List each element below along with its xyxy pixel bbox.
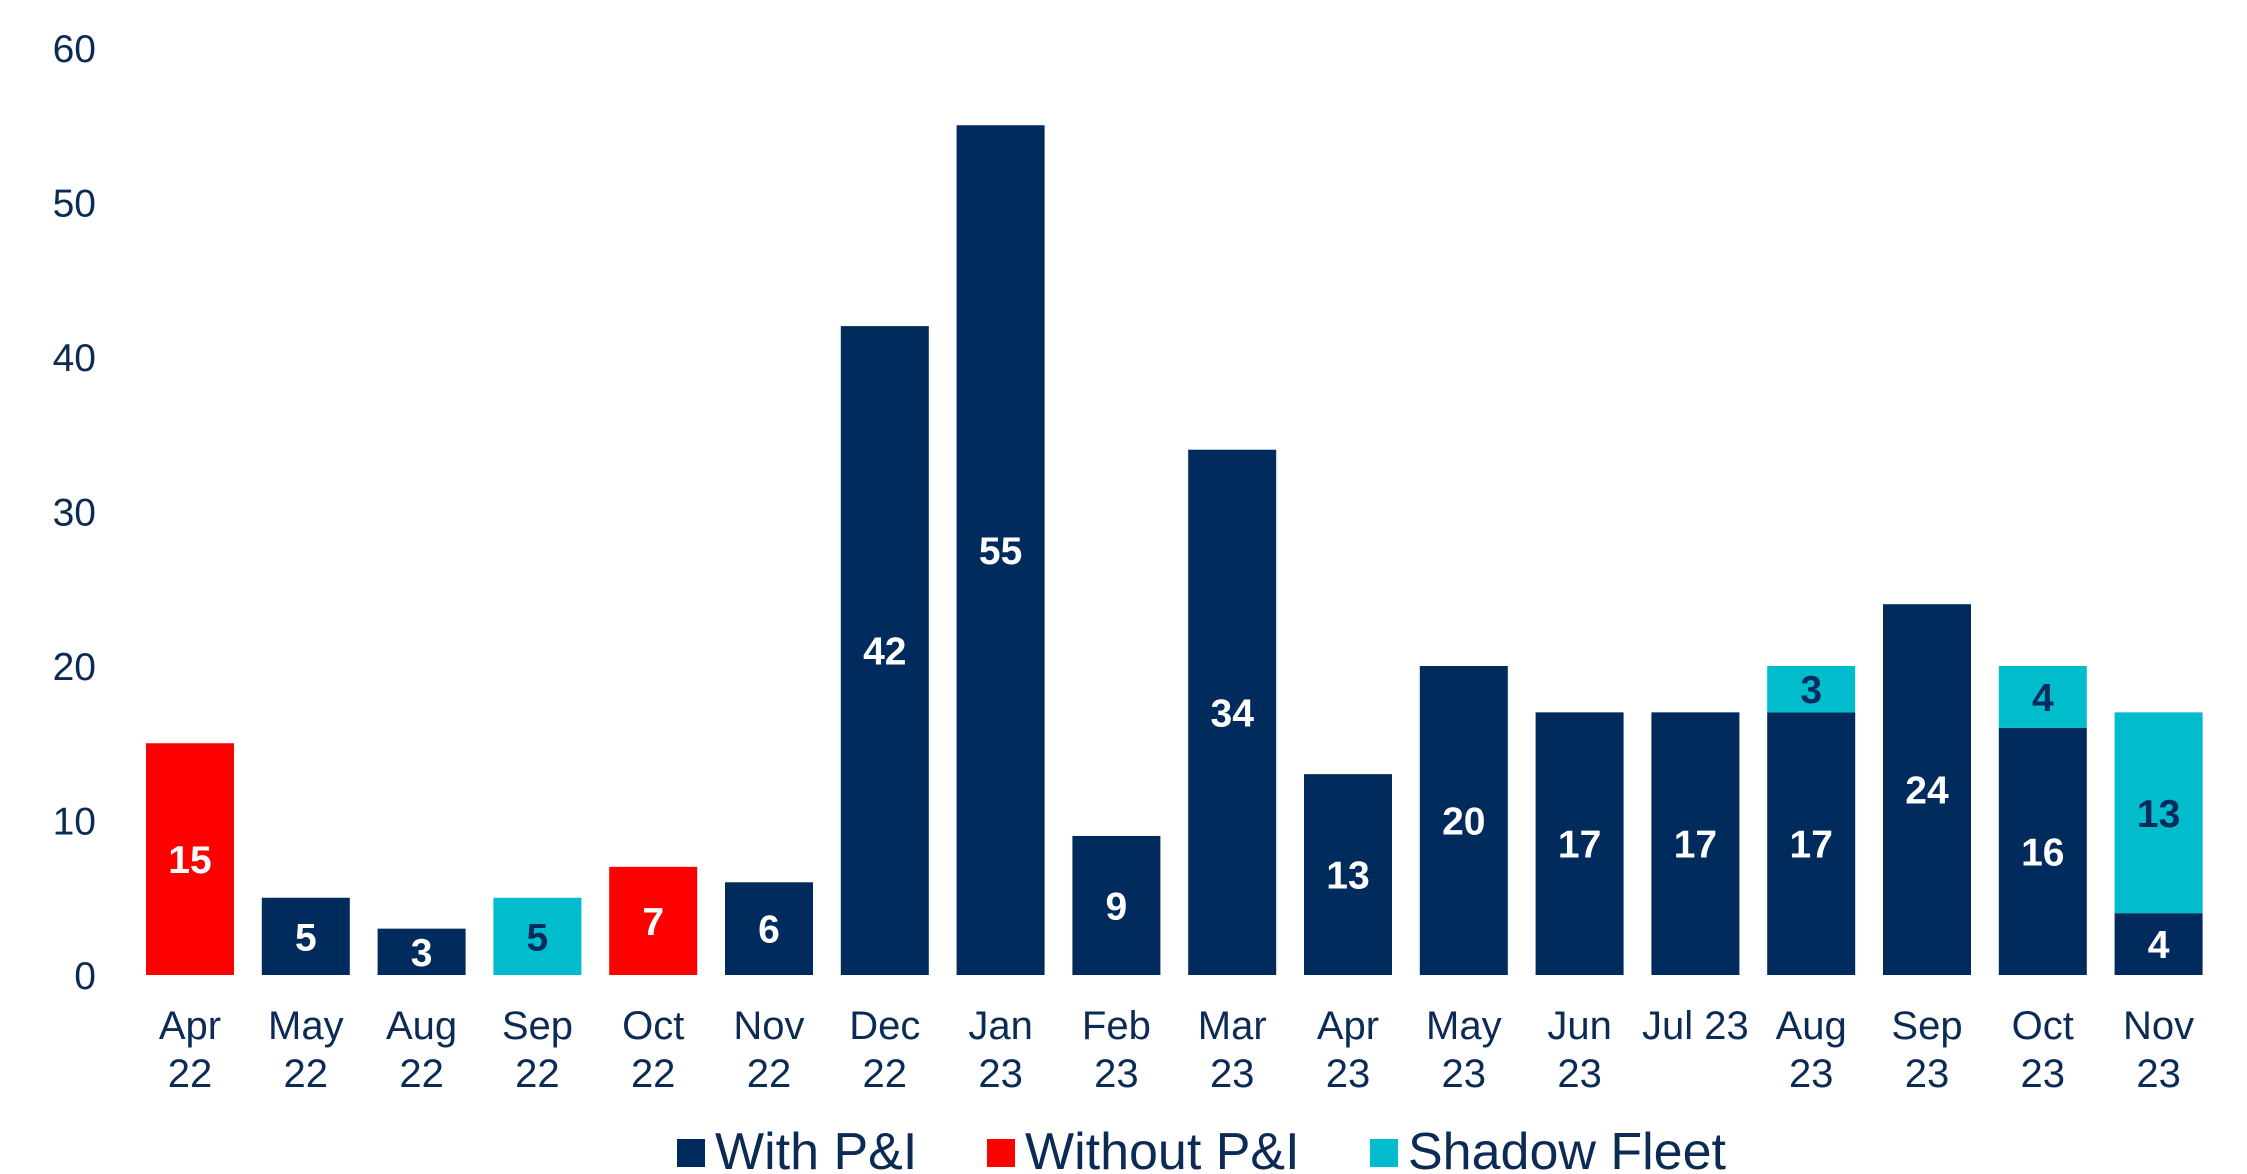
data-label: 15 xyxy=(168,839,211,882)
data-label: 34 xyxy=(1211,692,1255,735)
data-label: 4 xyxy=(2032,677,2054,720)
x-tick-label: Jun 23 xyxy=(1547,1004,1612,1096)
bar-segment xyxy=(956,125,1045,975)
bar-segment xyxy=(1419,666,1508,975)
x-tick-label: Oct 22 xyxy=(622,1004,684,1096)
bar-segment xyxy=(1072,835,1161,975)
bar-segment xyxy=(1998,666,2087,728)
data-label: 17 xyxy=(1674,824,1717,867)
x-tick-label: Aug 22 xyxy=(386,1004,457,1096)
bar-segment xyxy=(1304,774,1392,975)
bar-segment xyxy=(609,866,698,975)
x-tick-label: Dec 22 xyxy=(849,1004,920,1096)
x-tick-label: May 23 xyxy=(1426,1004,1502,1096)
x-axis: Apr 22 May 22 Aug 22 Sep 22 Oct 22 Nov 22 Dec 22 Jan 23… xyxy=(159,1004,2194,1096)
legend-swatch xyxy=(987,1139,1015,1167)
x-tick-label: Sep 23 xyxy=(1891,1004,1962,1096)
y-tick-label: 60 xyxy=(53,28,96,71)
data-label: 13 xyxy=(2137,793,2180,836)
y-tick-label: 0 xyxy=(74,955,96,998)
bar-segment xyxy=(1535,712,1624,975)
bar-segment xyxy=(725,882,813,975)
data-label: 13 xyxy=(1326,855,1369,898)
legend-label: Shadow Fleet xyxy=(1408,1123,1727,1174)
x-tick-label: May 22 xyxy=(268,1004,344,1096)
data-label: 17 xyxy=(1790,824,1833,867)
x-tick-label: Apr 22 xyxy=(159,1004,221,1096)
y-tick-label: 20 xyxy=(53,646,96,689)
data-labels: 15 5 3 5 7 6 42 55 9 34 13 20 17 17 17 3 24 16 4 4 13 xyxy=(168,530,2180,975)
bar-segment xyxy=(1651,712,1740,975)
bar-segment xyxy=(261,897,350,975)
data-label: 7 xyxy=(642,901,664,944)
x-tick-label: Oct 23 xyxy=(2012,1004,2074,1096)
legend-swatch xyxy=(677,1139,705,1167)
data-label: 5 xyxy=(295,916,317,959)
bar-segment xyxy=(493,897,582,975)
x-tick-label: Nov 22 xyxy=(733,1004,804,1096)
bar-segment xyxy=(1767,666,1856,713)
bars xyxy=(146,125,2203,976)
x-tick-label: Sep 22 xyxy=(502,1004,573,1096)
x-tick-label: Feb 23 xyxy=(1082,1004,1151,1096)
legend-swatch xyxy=(1370,1139,1398,1167)
legend-label: With P&I xyxy=(715,1123,917,1174)
data-label: 3 xyxy=(411,932,433,975)
data-label: 4 xyxy=(2148,924,2170,967)
data-label: 9 xyxy=(1106,885,1128,928)
bar-segment xyxy=(1883,604,1971,975)
bar-segment xyxy=(1998,727,2087,975)
y-tick-label: 40 xyxy=(53,337,96,380)
y-axis: 0 10 20 30 40 50 60 xyxy=(53,28,96,998)
data-label: 6 xyxy=(758,909,780,952)
data-label: 42 xyxy=(863,631,906,674)
bar-segment xyxy=(2114,712,2203,914)
y-tick-label: 10 xyxy=(53,801,96,844)
data-label: 24 xyxy=(1905,770,1949,813)
bar-segment xyxy=(1767,712,1856,975)
data-label: 55 xyxy=(979,530,1022,573)
data-label: 16 xyxy=(2021,831,2064,874)
bar-segment xyxy=(1188,449,1277,975)
y-tick-label: 30 xyxy=(53,492,96,535)
data-label: 5 xyxy=(527,916,549,959)
bar-segment xyxy=(2114,913,2203,975)
legend: With P&I Without P&I Shadow Fleet xyxy=(677,1123,1727,1174)
y-tick-label: 50 xyxy=(53,183,96,226)
bar-segment xyxy=(377,928,466,975)
data-label: 3 xyxy=(1800,669,1822,712)
data-label: 17 xyxy=(1558,824,1601,867)
data-label: 20 xyxy=(1442,801,1485,844)
bar-segment xyxy=(840,326,929,976)
bar-segment xyxy=(146,743,234,975)
x-tick-label: Aug 23 xyxy=(1776,1004,1847,1096)
x-tick-label: Nov 23 xyxy=(2123,1004,2194,1096)
x-tick-label: Jul 23 xyxy=(1642,1004,1749,1048)
legend-label: Without P&I xyxy=(1025,1123,1300,1174)
x-tick-label: Apr 23 xyxy=(1317,1004,1379,1096)
x-tick-label: Jan 23 xyxy=(968,1004,1033,1096)
x-tick-label: Mar 23 xyxy=(1198,1004,1267,1096)
